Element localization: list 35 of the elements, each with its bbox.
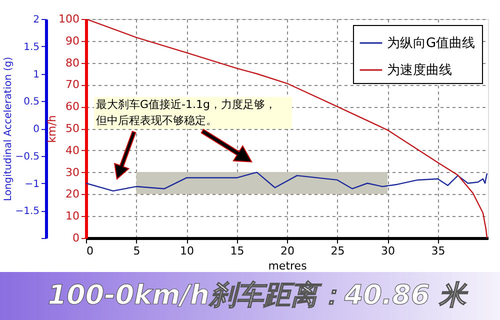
y-tick-label: 80 [66,56,80,70]
y-tick-label: 40 [66,144,80,157]
x-tick-label: 25 [330,244,345,258]
x-tick-label: 15 [230,244,244,258]
y2-tick-label: −1 [24,178,40,190]
y2-tick-label: 1 [33,69,40,80]
y-tick-label: 100 [58,12,80,26]
y2-axis-title: Longitudinal Acceleration (g) [3,56,14,202]
legend-label: 为速度曲线 [387,62,452,78]
y-axis-title: km/h [46,115,59,143]
y2-tick-label: −0.5 [15,151,40,162]
y-tick-label: 50 [66,122,80,135]
x-tick-label: 20 [280,244,294,258]
y2-tick-label: 2 [33,14,40,26]
x-tick-label: 35 [431,244,446,258]
x-tick-label: 5 [133,244,140,258]
x-axis-title: metres [268,260,308,272]
line-series [86,172,488,192]
legend-label: 为纵向G值曲线 [387,36,476,51]
x-tick-label: 0 [86,244,94,258]
y-tick-label: 60 [66,100,80,114]
y-tick-label: 30 [66,166,80,179]
annotation: 最大刹车G值接近-1.1g，力度足够，但中后程表现不够稳定。 [96,98,276,127]
y-tick-label: 0 [72,232,80,244]
y2-tick-label: −1.5 [15,206,40,218]
y2-tick-label: 0 [33,124,40,135]
y-tick-label: 70 [66,78,80,92]
y-tick-label: 10 [66,210,80,223]
y2-tick-label: 1.5 [24,42,40,53]
text: 100-0km/h刹车距离：40.86 米 [48,280,470,311]
y-tick-label: 20 [66,188,80,201]
x-tick-label: 10 [180,244,194,258]
y2-tick-label: 0.5 [24,96,40,108]
y-tick-label: 90 [66,34,80,48]
x-tick-label: 30 [381,244,395,258]
